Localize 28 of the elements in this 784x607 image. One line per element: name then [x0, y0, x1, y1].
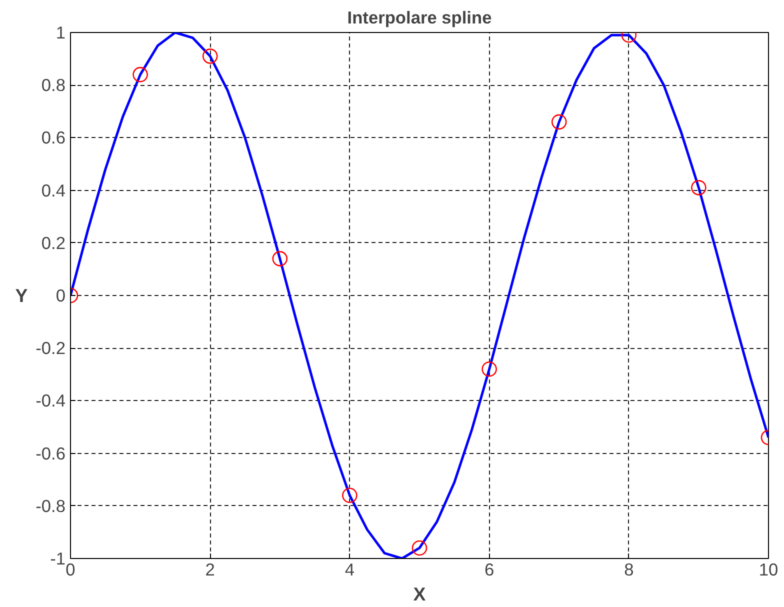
line-series [70, 32, 768, 558]
x-tick-label: 6 [484, 560, 494, 580]
chart-title: Interpolare spline [347, 8, 492, 28]
y-tick-label: 1 [56, 22, 66, 42]
y-tick-label: -0.4 [36, 390, 66, 411]
x-tick-label: 2 [205, 560, 215, 580]
y-tick-label: 0.2 [41, 232, 66, 253]
x-tick-label: 10 [758, 560, 778, 580]
y-tick-label: 0.8 [41, 75, 66, 96]
y-tick-label: -1 [50, 548, 66, 568]
y-axis-title: Y [15, 285, 28, 306]
point [202, 48, 218, 64]
point [551, 114, 567, 130]
y-tick-label: 0.6 [41, 128, 66, 148]
y-tick-label: -0.6 [36, 443, 66, 464]
point [272, 251, 288, 266]
x-tick-label: 4 [344, 560, 355, 580]
y-tick-label: 0.4 [41, 180, 66, 200]
y-tick-label: -0.8 [36, 496, 66, 516]
x-tick-label: 8 [624, 560, 634, 580]
point [482, 362, 497, 377]
x-axis-title: X [413, 584, 426, 604]
point [342, 488, 358, 504]
y-tick-label: 0 [56, 286, 66, 306]
point [691, 180, 706, 196]
point [412, 540, 428, 556]
point [132, 66, 148, 82]
y-tick-label: -0.2 [36, 338, 66, 358]
